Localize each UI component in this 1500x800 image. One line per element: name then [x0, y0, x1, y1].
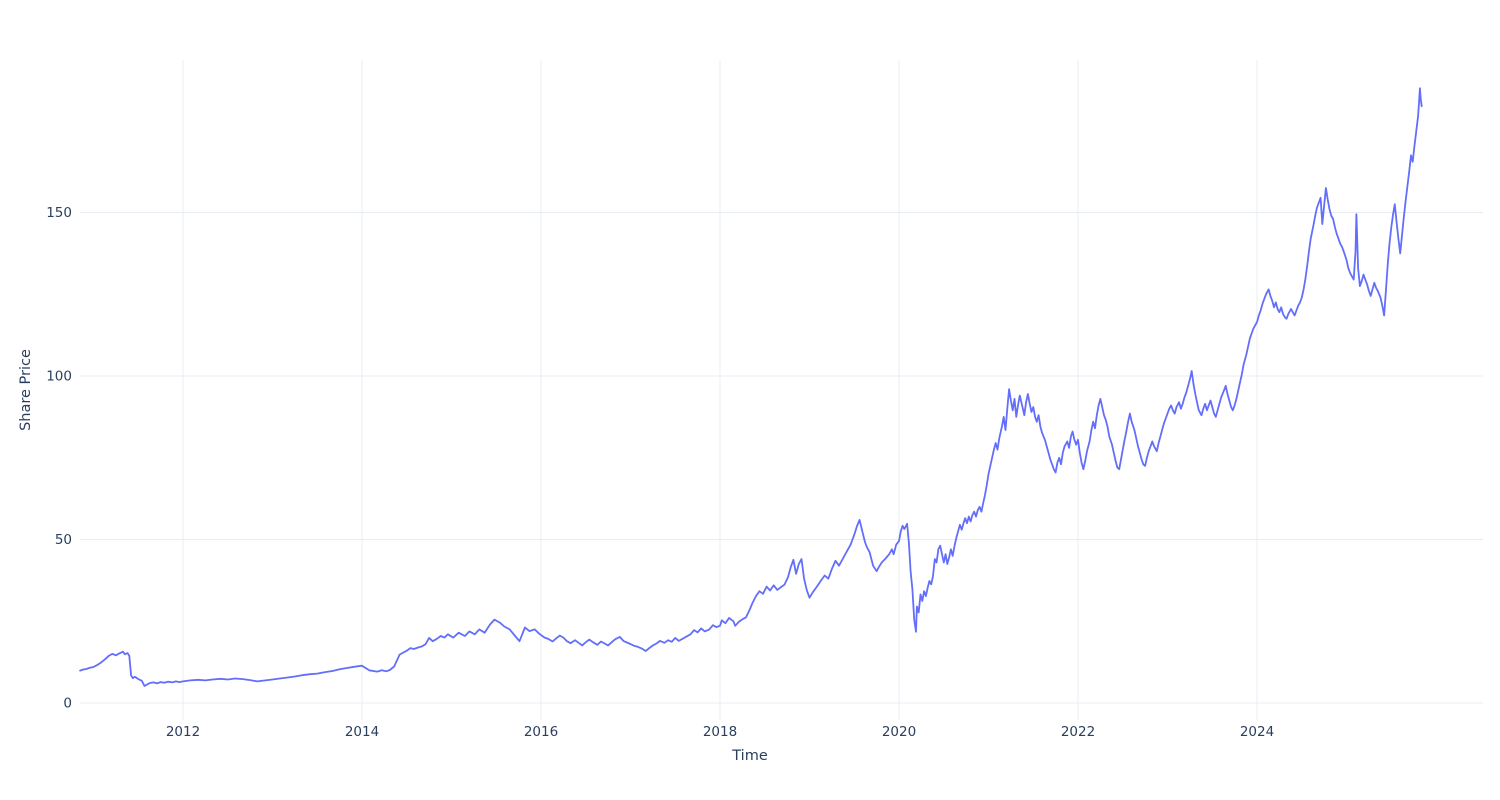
tick-labels: 2012 2014 2016 2018 2020 2022 2024 0 50 100 150	[46, 205, 1274, 740]
x-tick-label: 2012	[166, 724, 200, 740]
x-tick-label: 2018	[703, 724, 737, 740]
y-tick-label: 50	[55, 532, 72, 548]
x-tick-label: 2016	[524, 724, 558, 740]
y-tick-label: 150	[46, 205, 72, 221]
x-tick-label: 2020	[882, 724, 916, 740]
y-axis-title: Share Price	[18, 349, 34, 431]
y-tick-label: 100	[46, 369, 72, 385]
x-tick-label: 2022	[1061, 724, 1095, 740]
x-tick-label: 2024	[1240, 724, 1274, 740]
share-price-line	[79, 87, 1423, 687]
x-axis-title: Time	[732, 748, 768, 764]
x-tick-label: 2014	[345, 724, 379, 740]
y-tick-label: 0	[63, 695, 72, 711]
gridlines	[80, 60, 1483, 720]
